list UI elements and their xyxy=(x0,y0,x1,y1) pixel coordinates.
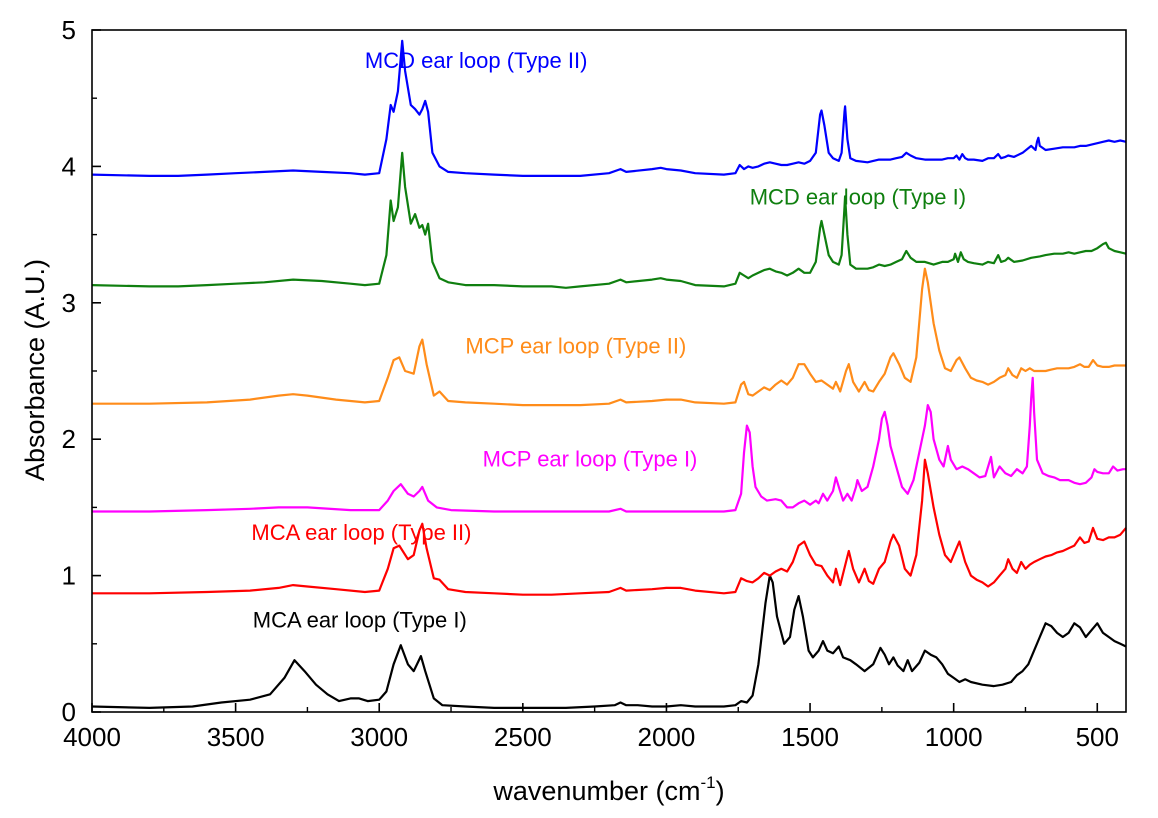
series-line-4 xyxy=(91,151,1127,289)
x-tick-label: 2000 xyxy=(638,722,696,752)
x-tick-label: 2500 xyxy=(494,722,552,752)
series-label-2: MCP ear loop (Type II) xyxy=(465,333,686,358)
y-tick-label: 1 xyxy=(62,561,76,591)
series-label-5: MCA ear loop (Type I) xyxy=(253,607,467,632)
series-line-1 xyxy=(92,458,1127,596)
x-axis-title-superscript: -1 xyxy=(700,773,715,792)
series-label-0: MCD ear loop (Type II) xyxy=(365,48,588,73)
y-axis-title: Absorbance (A.U.) xyxy=(20,259,50,481)
series-label-4: MCA ear loop (Type II) xyxy=(251,520,471,545)
x-tick-label: 3000 xyxy=(350,722,408,752)
x-tick-label: 4000 xyxy=(63,722,121,752)
series-label-3: MCP ear loop (Type I) xyxy=(483,447,698,472)
series-line-3 xyxy=(92,267,1126,407)
series-line-2 xyxy=(92,376,1126,513)
plot-frame xyxy=(91,29,1127,713)
x-tick-label: 3500 xyxy=(207,722,265,752)
series-labels-group: MCD ear loop (Type II) MCD ear loop (Type… xyxy=(251,48,966,632)
series-line-0 xyxy=(91,574,1127,709)
y-tick-label: 3 xyxy=(62,288,76,318)
y-tick-label: 0 xyxy=(62,697,76,727)
y-tick-label: 2 xyxy=(62,424,76,454)
x-tick-label: 1500 xyxy=(781,722,839,752)
y-tick-label: 4 xyxy=(62,151,76,181)
series-line-5 xyxy=(91,39,1127,177)
y-tick-label: 5 xyxy=(62,15,76,45)
axes-group: 4000 3500 3000 2500 2000 1500 1000 500 0 1 2 3 4 5 xyxy=(62,15,1127,752)
x-tick-label: 1000 xyxy=(925,722,983,752)
x-axis-title-main: wavenumber (cm xyxy=(492,776,700,806)
x-axis-title-end: ) xyxy=(716,776,725,806)
series-label-1: MCD ear loop (Type I) xyxy=(750,185,966,210)
x-tick-label: 500 xyxy=(1076,722,1119,752)
plot-series-group xyxy=(91,39,1127,709)
x-axis-title: wavenumber (cm-1) xyxy=(492,773,724,806)
